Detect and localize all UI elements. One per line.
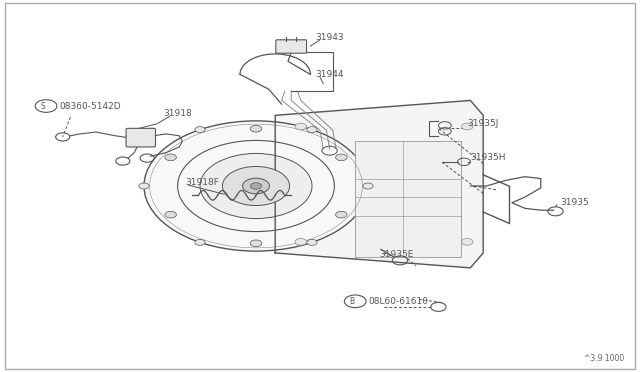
Circle shape [461, 238, 473, 245]
Text: B: B [349, 297, 355, 306]
Circle shape [223, 166, 290, 205]
Text: ^3.9 1000: ^3.9 1000 [584, 354, 624, 363]
Circle shape [165, 211, 177, 218]
Polygon shape [275, 100, 483, 268]
Text: 08L60-61610: 08L60-61610 [368, 297, 428, 306]
Text: 31935E: 31935E [380, 250, 414, 259]
Text: 31918F: 31918F [186, 178, 220, 187]
Circle shape [250, 183, 262, 189]
Circle shape [307, 240, 317, 246]
Text: 31918: 31918 [163, 109, 192, 118]
Text: 31943: 31943 [316, 33, 344, 42]
FancyBboxPatch shape [126, 128, 156, 147]
Circle shape [195, 126, 205, 132]
Circle shape [250, 240, 262, 247]
Text: S: S [40, 102, 45, 110]
Text: 31935: 31935 [560, 198, 589, 207]
Circle shape [307, 126, 317, 132]
Circle shape [200, 153, 312, 219]
Polygon shape [355, 141, 461, 257]
Circle shape [461, 123, 473, 130]
Text: 08360-5142D: 08360-5142D [60, 102, 121, 110]
Text: 31935H: 31935H [470, 153, 506, 162]
Text: 31944: 31944 [316, 70, 344, 79]
Circle shape [335, 154, 347, 161]
Circle shape [195, 240, 205, 246]
Circle shape [144, 121, 368, 251]
Circle shape [363, 183, 373, 189]
Circle shape [243, 178, 269, 194]
Circle shape [335, 211, 347, 218]
Circle shape [295, 238, 307, 245]
FancyBboxPatch shape [276, 40, 307, 53]
Circle shape [250, 125, 262, 132]
Circle shape [295, 123, 307, 130]
Circle shape [139, 183, 149, 189]
Circle shape [165, 154, 177, 161]
Text: 31935J: 31935J [467, 119, 499, 128]
